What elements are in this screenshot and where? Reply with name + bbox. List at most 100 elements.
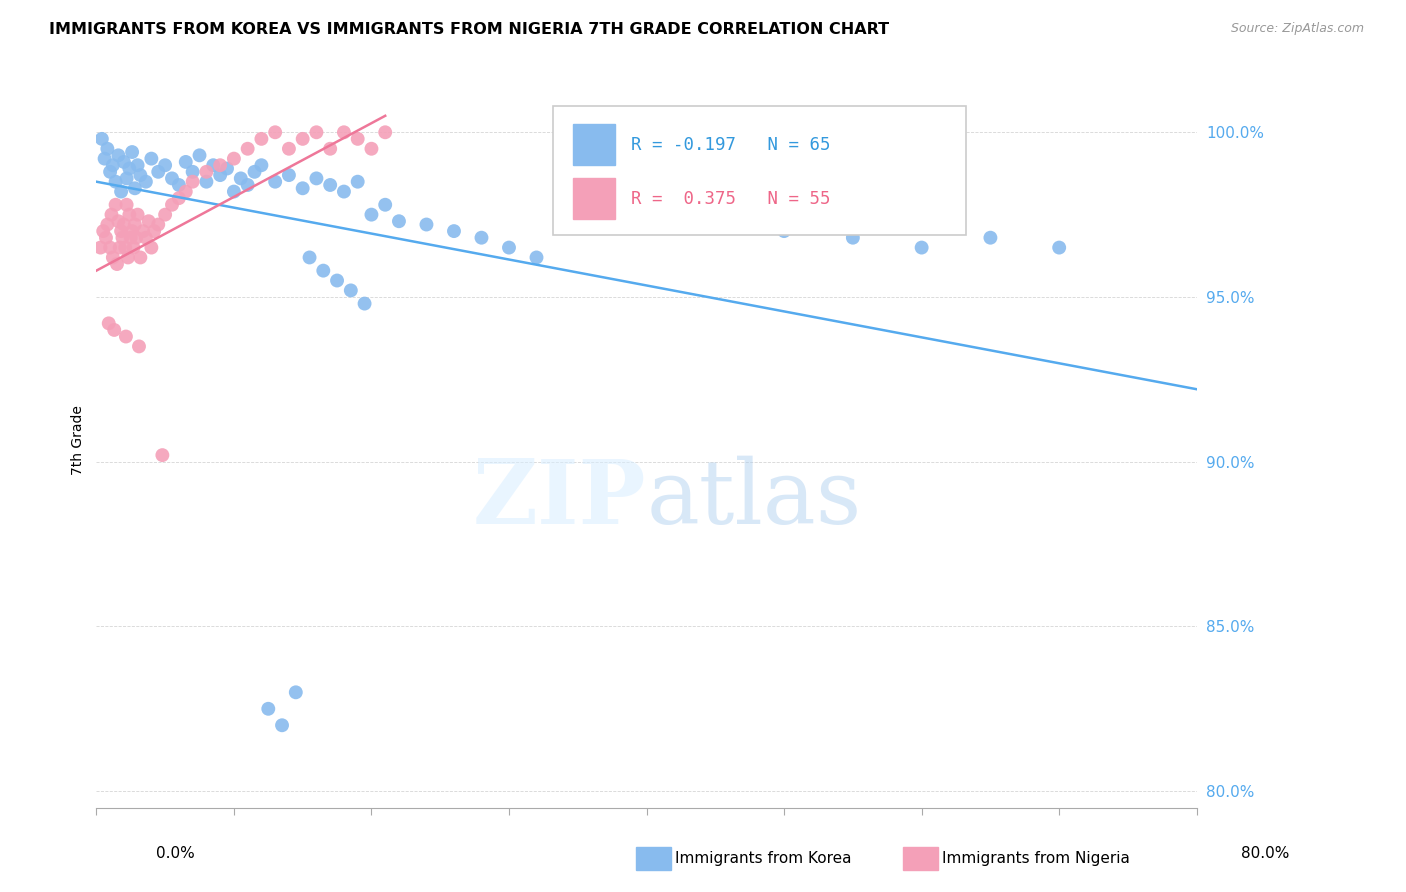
Point <box>94 230 117 244</box>
Point <box>121 145 143 159</box>
Text: R =  0.375   N = 55: R = 0.375 N = 55 <box>631 190 831 208</box>
Point <box>101 158 124 172</box>
Point <box>174 185 197 199</box>
Point <box>105 257 128 271</box>
Point <box>115 198 138 212</box>
Point <box>567 208 589 222</box>
Point <box>148 218 170 232</box>
Point <box>107 148 129 162</box>
Point <box>93 152 115 166</box>
Point <box>150 448 173 462</box>
Point <box>98 165 121 179</box>
Point <box>117 251 139 265</box>
Point <box>138 214 160 228</box>
Point <box>153 208 176 222</box>
Point <box>195 165 218 179</box>
Point <box>415 218 437 232</box>
Point <box>111 230 134 244</box>
Point <box>118 208 141 222</box>
Point <box>143 224 166 238</box>
Point <box>124 218 146 232</box>
Point <box>353 296 375 310</box>
Point <box>124 181 146 195</box>
Point <box>112 155 135 169</box>
Point <box>1047 241 1070 255</box>
Point <box>107 214 129 228</box>
Point <box>333 185 356 199</box>
Point <box>160 171 183 186</box>
Point <box>181 165 204 179</box>
Point <box>101 251 124 265</box>
Point <box>89 241 111 255</box>
Point <box>298 251 321 265</box>
Point <box>312 263 335 277</box>
Text: R = -0.197   N = 65: R = -0.197 N = 65 <box>631 136 831 153</box>
Point <box>236 178 259 192</box>
Point <box>181 175 204 189</box>
Point <box>129 251 152 265</box>
Point <box>96 142 118 156</box>
Point <box>141 152 163 166</box>
Point <box>264 175 287 189</box>
Point <box>167 178 190 192</box>
Point <box>305 125 328 139</box>
Point <box>128 339 150 353</box>
Point <box>264 125 287 139</box>
Text: Immigrants from Korea: Immigrants from Korea <box>675 851 852 865</box>
Point <box>121 224 143 238</box>
Text: IMMIGRANTS FROM KOREA VS IMMIGRANTS FROM NIGERIA 7TH GRADE CORRELATION CHART: IMMIGRANTS FROM KOREA VS IMMIGRANTS FROM… <box>49 22 890 37</box>
Point <box>132 224 155 238</box>
Point <box>127 158 149 172</box>
Text: 80.0%: 80.0% <box>1241 846 1289 861</box>
Point <box>388 214 411 228</box>
Point <box>103 323 125 337</box>
Point <box>319 178 342 192</box>
Point <box>153 158 176 172</box>
Point <box>979 230 1001 244</box>
Point <box>110 185 132 199</box>
Point <box>360 208 382 222</box>
Point <box>236 142 259 156</box>
Point <box>97 316 120 330</box>
Point <box>100 208 122 222</box>
Point <box>250 158 273 172</box>
Point <box>115 329 138 343</box>
Point <box>209 158 232 172</box>
Point <box>91 224 114 238</box>
Text: 0.0%: 0.0% <box>156 846 195 861</box>
Point <box>284 685 307 699</box>
Point <box>277 168 299 182</box>
Y-axis label: 7th Grade: 7th Grade <box>72 405 86 475</box>
Bar <box>572 124 614 165</box>
Point <box>271 718 294 732</box>
Point <box>222 185 245 199</box>
Point <box>291 181 314 195</box>
Point <box>98 241 121 255</box>
Point <box>773 224 796 238</box>
Point <box>167 191 190 205</box>
Point <box>135 230 157 244</box>
Point <box>526 251 548 265</box>
Point <box>319 142 342 156</box>
Point <box>243 165 266 179</box>
Point <box>209 168 232 182</box>
Point <box>122 241 145 255</box>
Point <box>96 218 118 232</box>
Point <box>360 142 382 156</box>
Text: ZIP: ZIP <box>472 456 647 542</box>
Point <box>160 198 183 212</box>
Point <box>333 125 356 139</box>
Point <box>195 175 218 189</box>
Point <box>326 273 349 287</box>
Point <box>141 241 163 255</box>
Point <box>120 230 142 244</box>
Point <box>842 230 865 244</box>
Point <box>108 241 131 255</box>
Point <box>305 171 328 186</box>
Point <box>257 702 280 716</box>
Point <box>911 241 934 255</box>
Point <box>277 142 299 156</box>
Point <box>104 175 127 189</box>
Point <box>188 148 211 162</box>
Point <box>498 241 520 255</box>
